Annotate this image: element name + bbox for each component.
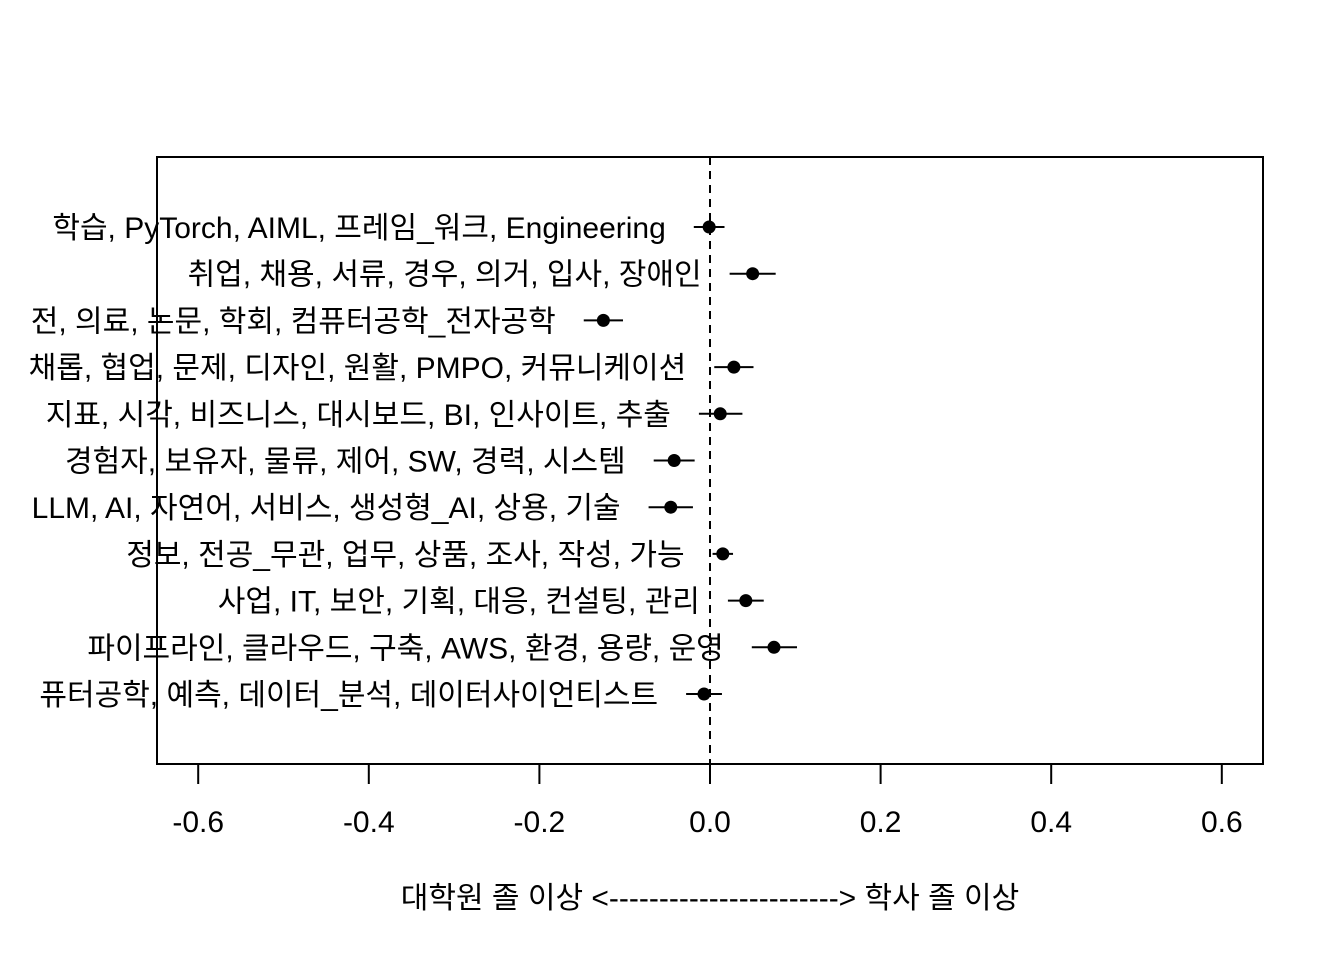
x-tick-label: 0.2 xyxy=(860,806,902,839)
estimate-point xyxy=(716,547,730,561)
row: 학습, PyTorch, AIML, 프레임_워크, Engineering xyxy=(52,212,725,245)
row: LLM, AI, 자연어, 서비스, 생성형_AI, 상용, 기술 xyxy=(32,492,693,525)
x-tick-label: 0.6 xyxy=(1201,806,1243,839)
x-tick-label: -0.4 xyxy=(343,806,395,839)
x-axis-ticks: -0.6 -0.4 -0.2 0.0 0.2 0.4 0.6 xyxy=(172,764,1243,839)
estimate-point xyxy=(713,407,727,421)
x-tick-label: -0.6 xyxy=(172,806,224,839)
row-label: 취업, 채용, 서류, 경우, 의거, 입사, 장애인 xyxy=(188,259,702,292)
estimate-point xyxy=(727,360,741,374)
row: 사업, IT, 보안, 기획, 대응, 컨설팅, 관리 xyxy=(218,586,764,619)
estimate-point xyxy=(664,500,678,514)
row: 취업, 채용, 서류, 경우, 의거, 입사, 장애인 xyxy=(188,259,776,292)
x-tick-label: 0.4 xyxy=(1030,806,1072,839)
x-tick-label: 0.0 xyxy=(689,806,731,839)
row: 퓨터공학, 예측, 데이터_분석, 데이터사이언티스트 xyxy=(39,679,722,712)
row: 지표, 시각, 비즈니스, 대시보드, BI, 인사이트, 추출 xyxy=(46,399,743,432)
row-label: 정보, 전공_무관, 업무, 상품, 조사, 작성, 가능 xyxy=(126,539,684,572)
estimate-point xyxy=(746,267,760,281)
estimate-point xyxy=(596,313,610,327)
estimate-point xyxy=(739,594,753,608)
row-label: 파이프라인, 클라우드, 구축, AWS, 환경, 용량, 운영 xyxy=(87,632,723,665)
row-label: 퓨터공학, 예측, 데이터_분석, 데이터사이언티스트 xyxy=(39,679,658,712)
row-label: 경험자, 보유자, 물류, 제어, SW, 경력, 시스템 xyxy=(65,446,626,479)
rows: 학습, PyTorch, AIML, 프레임_워크, Engineering 취업… xyxy=(29,212,798,712)
row: 전, 의료, 논문, 학회, 컴퓨터공학_전자공학 xyxy=(31,305,623,338)
row-label: 학습, PyTorch, AIML, 프레임_워크, Engineering xyxy=(52,212,665,245)
row-label: 채롭, 협업, 문제, 디자인, 원활, PMPO, 커뮤니케이션 xyxy=(29,352,687,385)
row-label: 전, 의료, 논문, 학회, 컴퓨터공학_전자공학 xyxy=(31,305,556,338)
row-label: 사업, IT, 보안, 기획, 대응, 컨설팅, 관리 xyxy=(218,586,700,619)
row: 정보, 전공_무관, 업무, 상품, 조사, 작성, 가능 xyxy=(126,539,734,572)
estimate-point xyxy=(702,220,716,234)
estimate-point xyxy=(667,454,681,467)
row: 경험자, 보유자, 물류, 제어, SW, 경력, 시스템 xyxy=(65,446,695,479)
x-tick-label: -0.2 xyxy=(514,806,566,839)
row: 파이프라인, 클라우드, 구축, AWS, 환경, 용량, 운영 xyxy=(87,632,798,665)
estimate-point xyxy=(697,687,711,701)
row: 채롭, 협업, 문제, 디자인, 원활, PMPO, 커뮤니케이션 xyxy=(29,352,754,385)
estimate-point xyxy=(767,640,781,654)
row-label: LLM, AI, 자연어, 서비스, 생성형_AI, 상용, 기술 xyxy=(32,492,621,525)
row-label: 지표, 시각, 비즈니스, 대시보드, BI, 인사이트, 추출 xyxy=(46,399,671,432)
x-axis-title: 대학원 졸 이상 <-----------------------> 학사 졸 … xyxy=(401,882,1019,915)
